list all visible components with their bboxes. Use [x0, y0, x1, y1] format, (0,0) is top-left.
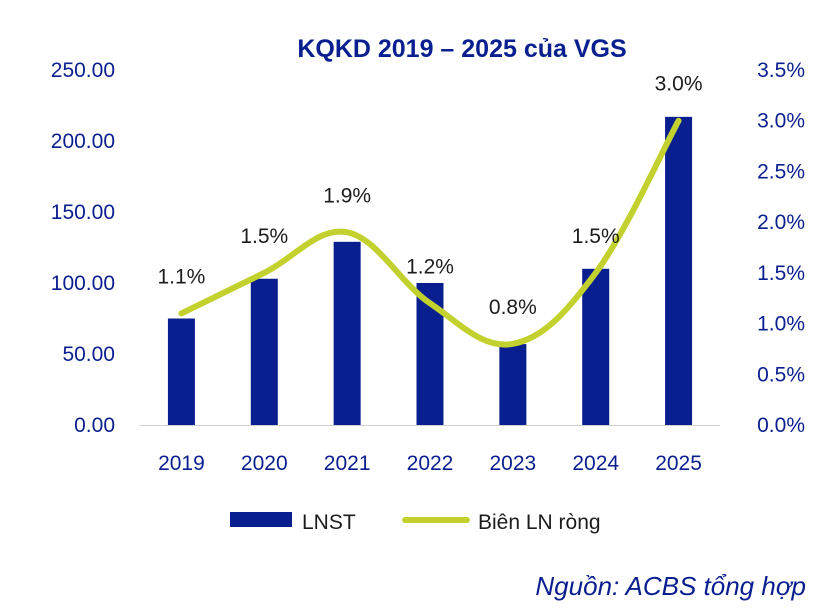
x-axis-tick-label: 2021: [324, 452, 371, 475]
right-axis-tick-label: 0.5%: [757, 363, 805, 386]
bar-lnst-2020: [250, 278, 278, 425]
line-data-labels: 1.1% 1.5% 1.9% 1.2% 0.8% 1.5% 3.0%: [157, 73, 702, 319]
legend: LNST Biên LN ròng: [230, 511, 601, 534]
right-axis-tick-label: 1.0%: [757, 313, 805, 336]
left-axis-tick-label: 250.00: [51, 59, 115, 82]
bar-lnst-2024: [582, 268, 610, 425]
line-data-label-2021: 1.9%: [323, 184, 371, 207]
left-axis-tick-label: 150.00: [51, 201, 115, 224]
source-note: Nguồn: ACBS tổng hợp: [535, 571, 806, 601]
legend-label-lnst: LNST: [302, 511, 356, 534]
left-axis-tick-label: 100.00: [51, 272, 115, 295]
x-axis-tick-label: 2023: [489, 452, 536, 475]
line-data-label-2019: 1.1%: [157, 265, 205, 288]
right-axis-tick-label: 2.0%: [757, 211, 805, 234]
x-axis-tick-label: 2022: [407, 452, 454, 475]
left-axis: 0.00 50.00 100.00 150.00 200.00 250.00: [51, 59, 115, 437]
legend-swatch-lnst: [230, 512, 292, 527]
right-axis: 0.0% 0.5% 1.0% 1.5% 2.0% 2.5% 3.0% 3.5%: [757, 59, 805, 437]
line-data-label-2022: 1.2%: [406, 255, 454, 278]
x-axis-tick-label: 2025: [655, 452, 702, 475]
bar-lnst-2019: [167, 318, 195, 425]
x-axis-tick-label: 2020: [241, 452, 288, 475]
line-data-label-2023: 0.8%: [489, 296, 537, 319]
right-axis-tick-label: 3.5%: [757, 59, 805, 82]
line-data-label-2025: 3.0%: [655, 73, 703, 96]
right-axis-tick-label: 3.0%: [757, 110, 805, 133]
left-axis-tick-label: 50.00: [62, 343, 115, 366]
bar-lnst-2025: [665, 116, 693, 426]
bar-lnst-2021: [333, 241, 361, 425]
line-data-label-2024: 1.5%: [572, 225, 620, 248]
left-axis-tick-label: 200.00: [51, 130, 115, 153]
left-axis-tick-label: 0.00: [74, 414, 115, 437]
x-axis: 2019 2020 2021 2022 2023 2024 2025: [158, 452, 702, 475]
right-axis-tick-label: 1.5%: [757, 262, 805, 285]
right-axis-tick-label: 0.0%: [757, 414, 805, 437]
bar-lnst-2023: [499, 344, 527, 425]
x-axis-tick-label: 2024: [572, 452, 619, 475]
x-axis-tick-label: 2019: [158, 452, 205, 475]
legend-label-bien-ln-rong: Biên LN ròng: [478, 511, 601, 534]
line-data-label-2020: 1.5%: [240, 225, 288, 248]
right-axis-tick-label: 2.5%: [757, 160, 805, 183]
line-series-biên-ln-ròng: [178, 117, 682, 348]
chart-title: KQKD 2019 – 2025 của VGS: [297, 35, 626, 63]
